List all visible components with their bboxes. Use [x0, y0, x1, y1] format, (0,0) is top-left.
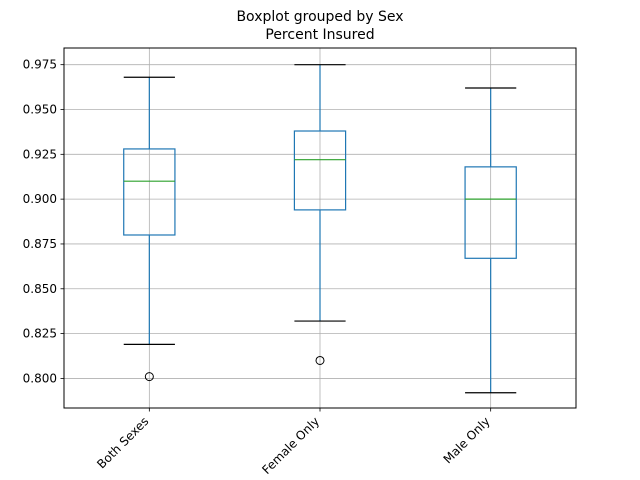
box-group: [293, 64, 347, 365]
x-axis-ticks: Both Sexes Female Only Male Only: [94, 408, 493, 477]
y-tick-label: 0.900: [23, 192, 57, 206]
y-tick-label: 0.875: [23, 237, 57, 251]
x-tick-label: Male Only: [441, 414, 493, 466]
chart-subtitle: Percent Insured: [265, 27, 374, 43]
outlier-point: [144, 372, 154, 382]
x-tick-label: Both Sexes: [94, 414, 151, 471]
x-tick-label: Female Only: [259, 414, 322, 477]
y-tick-label: 0.850: [23, 282, 57, 296]
outlier-point: [315, 355, 325, 365]
iqr-box: [123, 148, 176, 236]
chart-title: Boxplot grouped by Sex: [236, 9, 403, 25]
boxes: [123, 64, 517, 394]
y-axis-ticks: 0.800 0.825 0.850 0.875 0.900 0.925 0.950 0.975: [23, 58, 64, 385]
iqr-box: [464, 166, 517, 259]
y-tick-label: 0.825: [23, 327, 57, 341]
y-tick-label: 0.925: [23, 147, 57, 161]
y-tick-label: 0.800: [23, 371, 57, 385]
box-group: [123, 76, 176, 382]
y-tick-label: 0.950: [23, 102, 57, 116]
box-group: [464, 87, 517, 394]
iqr-box: [293, 130, 347, 211]
y-tick-label: 0.975: [23, 58, 57, 72]
